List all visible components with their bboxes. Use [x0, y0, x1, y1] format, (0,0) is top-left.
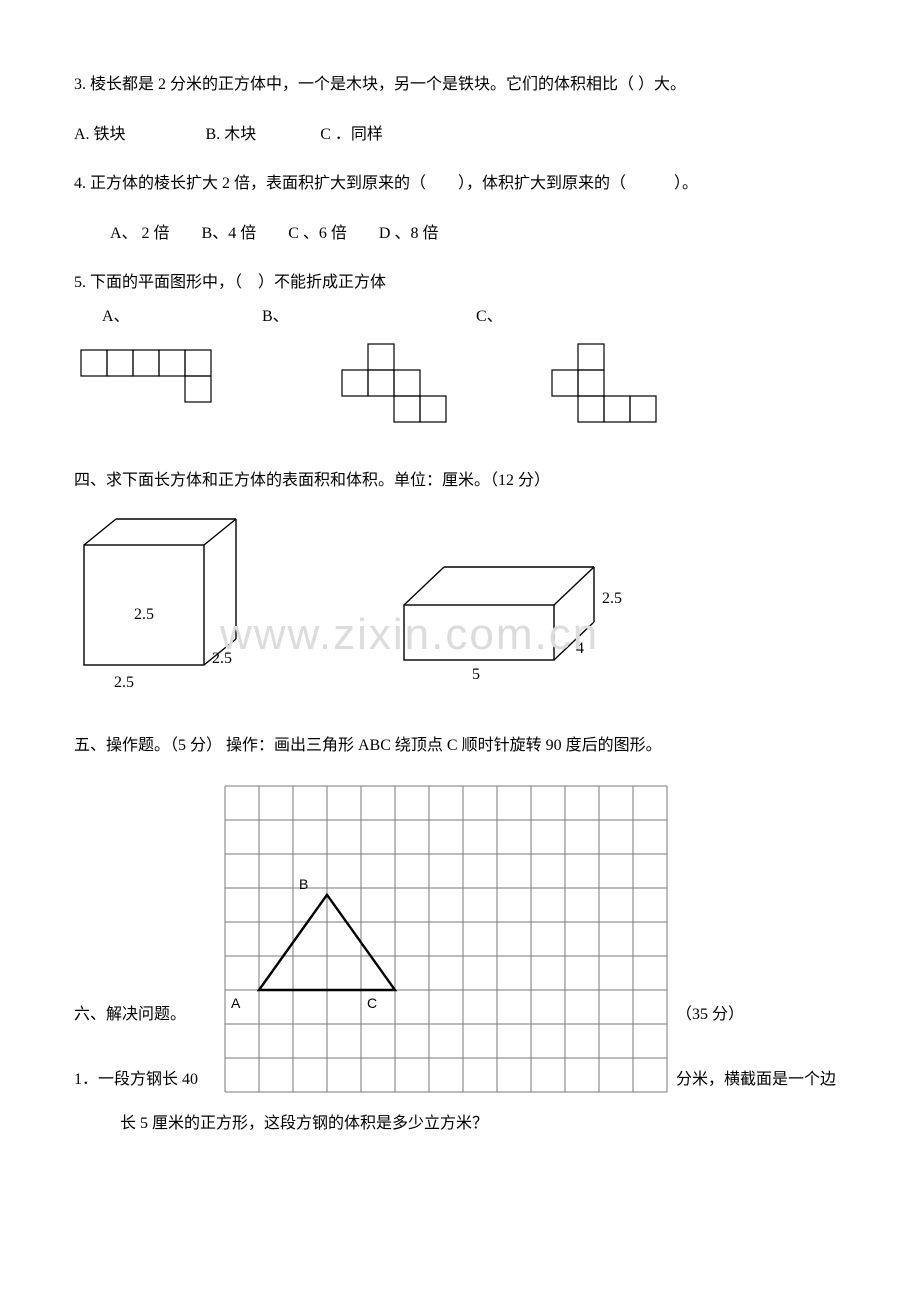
q5-label-b: B、: [262, 304, 472, 330]
q6-1-line2: 长 5 厘米的正方形，这段方钢的体积是多少立方米？: [74, 1111, 846, 1137]
question-3-text: 3. 棱长都是 2 分米的正方体中，一个是木块，另一个是铁块。它们的体积相比（ …: [74, 72, 846, 98]
section-4-title: 四、求下面长方体和正方体的表面积和体积。单位：厘米。（12 分）: [74, 468, 846, 494]
cuboid-diagram: 2.5 4 5: [394, 545, 634, 695]
question-5-labels: A、 B、 C、: [74, 304, 846, 330]
question-3-options: A. 铁块 B. 木块 C ．同样: [74, 122, 846, 148]
section-6-title: 六、解决问题。: [74, 1002, 224, 1028]
cuboid-dim-w: 4: [576, 640, 584, 657]
q5-nets-row: [74, 340, 846, 440]
triangle-grid: B A C: [224, 785, 668, 1093]
question-4-options: A、 2 倍 B、4 倍 C 、6 倍 D 、8 倍: [74, 221, 846, 247]
q5-net-c: [550, 340, 670, 440]
section-6-row: 六、解决问题。 1．一段方钢长 40 B A C （35 分） 分米，横截面是一个边: [74, 785, 846, 1093]
section-5-title: 五、操作题。（5 分） 操作：画出三角形 ABC 绕顶点 C 顺时针旋转 90 …: [74, 733, 846, 759]
section-6-points: （35 分）: [676, 1002, 846, 1028]
q5-label-c: C、: [476, 304, 503, 330]
svg-text:A: A: [231, 995, 241, 1011]
q6-1-line1a: 1．一段方钢长 40: [74, 1067, 224, 1093]
question-5-text: 5. 下面的平面图形中，（ ）不能折成正方体: [74, 270, 846, 296]
question-4-text: 4. 正方体的棱长扩大 2 倍，表面积扩大到原来的（ ），体积扩大到原来的（ ）…: [74, 171, 846, 197]
sec4-figures: 2.5 2.5 2.5 2.5 4 5: [74, 515, 846, 695]
cuboid-dim-h: 2.5: [602, 590, 622, 607]
q6-1-line1b: 分米，横截面是一个边: [676, 1067, 846, 1093]
svg-text:B: B: [299, 876, 308, 892]
cube-dim-b: 2.5: [212, 650, 232, 667]
svg-text:C: C: [367, 995, 377, 1011]
q5-label-a: A、: [102, 304, 258, 330]
cuboid-dim-l: 5: [472, 666, 480, 683]
page-content: 3. 棱长都是 2 分米的正方体中，一个是木块，另一个是铁块。它们的体积相比（ …: [0, 0, 920, 1176]
q5-net-b: [340, 340, 460, 440]
cube-dim-a: 2.5: [134, 606, 154, 623]
cube-diagram: 2.5 2.5 2.5: [74, 515, 274, 695]
q5-net-a: [80, 340, 220, 410]
cube-dim-c: 2.5: [114, 674, 134, 691]
